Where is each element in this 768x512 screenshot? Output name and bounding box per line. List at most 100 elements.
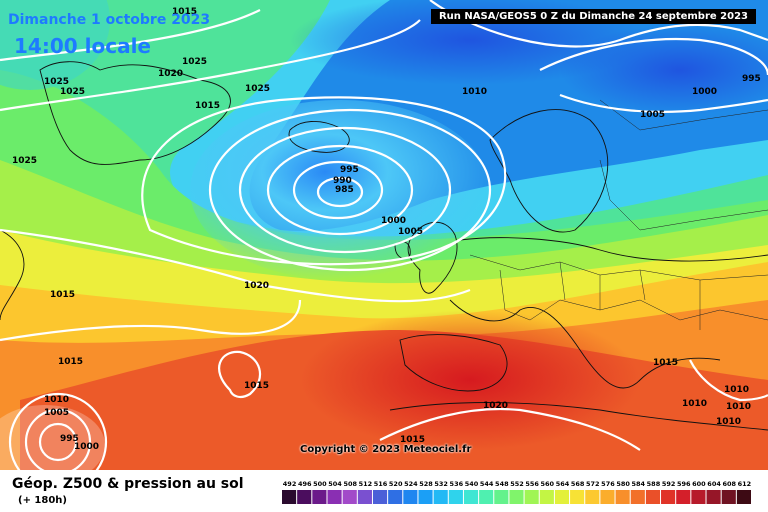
scale-value-label: 520 [389,480,403,488]
isobar-label: 1010 [462,87,487,97]
isobar-label: 1015 [400,435,425,445]
scale-swatch [615,490,630,504]
isobar-label: 995 [742,74,761,84]
scale-value-label: 580 [616,480,630,488]
hot-core [300,310,640,450]
scale-swatch [676,490,691,504]
scale-swatch [554,490,570,504]
isobar-1005-north [559,93,768,113]
forecast-date: Dimanche 1 octobre 2023 [8,12,211,28]
scandinavia-coast [489,109,609,233]
west-band [0,0,110,90]
scale-swatch [372,490,388,504]
border-line [599,99,768,131]
isobar-1015-closed [218,350,261,399]
isobar-low-sw-2 [24,408,92,470]
scale-value-label: 596 [677,480,691,488]
forecast-time: 14:00 locale [14,34,151,58]
isobar-label: 1015 [653,358,678,368]
isobar-label: 1015 [172,7,197,17]
isobar-low-sw-3 [8,392,108,470]
scale-swatch [388,490,403,504]
geopotential-map: 1015 1025 1020 1025 1025 1015 1025 1025 … [0,0,768,470]
isobar-label: 1005 [398,227,423,237]
isobar-1010-north [429,0,768,48]
scale-value-label: 508 [343,480,357,488]
scale-value-label: 504 [328,480,342,488]
scale-value-label: 556 [525,480,539,488]
greenland-coast [39,61,231,165]
iberia-coast [399,334,508,392]
isobar-label: 1025 [245,84,270,94]
isobar-label: 1005 [640,110,665,120]
scale-value-label: 492 [283,480,297,488]
isobar-label: 1010 [44,395,69,405]
isobar-label: 1025 [12,156,37,166]
isobar-label: 1000 [692,87,717,97]
scale-value-label: 544 [480,480,494,488]
scale-value-label: 552 [510,480,524,488]
scale-value-label: 592 [662,480,676,488]
scale-value-label: 568 [571,480,585,488]
scale-swatch [418,490,433,504]
isobar-1000 [238,126,452,254]
scale-swatch [479,490,494,504]
isobar-label: 1010 [682,399,707,409]
scale-value-label: 600 [692,480,706,488]
scale-swatch [403,490,418,504]
isobar-label: 1000 [74,442,99,452]
isobar-label: 1020 [483,401,508,411]
scale-value-label: 576 [601,480,615,488]
europe-coast [449,237,768,389]
scale-swatch [645,490,661,504]
scale-swatch [585,490,600,504]
scale-swatch [327,490,342,504]
scale-value-label: 560 [541,480,555,488]
isobar-1020 [0,9,261,62]
scale-swatch [312,490,327,504]
scale-swatch [600,490,615,504]
scale-swatch [509,490,524,504]
scale-swatch [721,490,736,504]
scale-swatch [706,490,721,504]
scale-swatch [297,490,312,504]
scale-swatch [357,490,372,504]
scale-swatch [691,490,706,504]
isobar-label: 1015 [50,290,75,300]
isobar-label: 1020 [158,69,183,79]
border-line [559,261,701,330]
isobar-1005 [208,108,492,272]
scale-swatch [282,490,297,504]
model-run-info: Run NASA/GEOS5 0 Z du Dimanche 24 septem… [430,9,756,24]
isobar-label: 1015 [58,357,83,367]
scale-swatch [494,490,509,504]
isobar-995 [266,144,414,236]
scale-swatch [463,490,479,504]
scale-value-label: 528 [419,480,433,488]
isobar-label: 995 [340,165,359,175]
scale-value-label: 548 [495,480,509,488]
isobar-label: 1020 [244,281,269,291]
border-line [599,159,768,231]
scale-swatch [570,490,585,504]
isobar-1020-mediterranean [379,407,641,451]
scale-swatch [342,490,357,504]
scale-value-label: 604 [707,480,721,488]
scale-value-label: 608 [722,480,736,488]
isobar-label: 1010 [726,402,751,412]
scale-value-label: 588 [647,480,661,488]
isobar-label: 1025 [60,87,85,97]
borders [469,99,768,330]
scale-swatch [448,490,463,504]
isobar-985 [316,176,364,208]
sw-low [0,405,105,470]
isobar-low-sw-1 [38,422,78,462]
scale-value-label: 612 [738,480,752,488]
copyright-notice: Copyright © 2023 Meteociel.fr [300,444,472,455]
weather-map: 1015 1025 1020 1025 1025 1015 1025 1025 … [0,0,768,470]
uk-coast [407,221,458,294]
isobar-label: 1010 [724,385,749,395]
isobar-label: 1025 [44,77,69,87]
scale-value-label: 540 [465,480,479,488]
scale-swatch [539,490,554,504]
